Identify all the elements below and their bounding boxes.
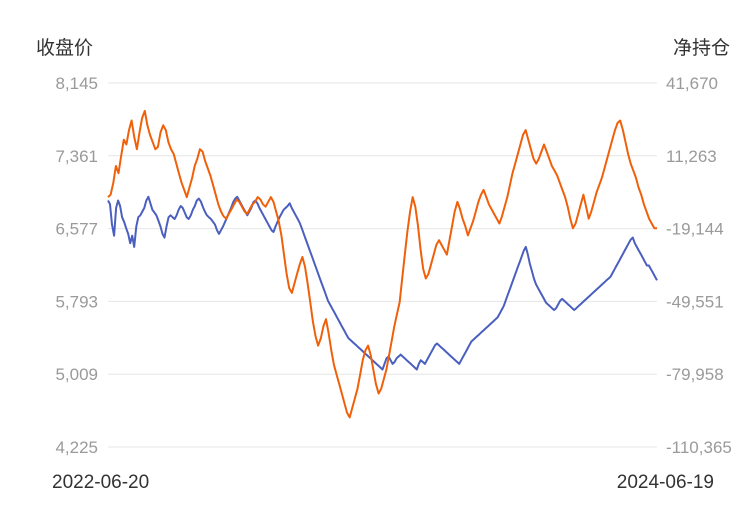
left-tick-label: 4,225: [55, 438, 98, 457]
left-tick-label: 5,009: [55, 365, 98, 384]
right-tick-label: -49,551: [666, 292, 724, 311]
left-tick-label: 5,793: [55, 292, 98, 311]
series-line-net-position: [107, 109, 657, 419]
right-axis-title: 净持仓: [673, 37, 730, 59]
left-tick-label: 8,145: [55, 74, 98, 93]
right-tick-label: -110,365: [666, 438, 732, 457]
left-tick-label: 7,361: [55, 147, 98, 166]
x-end-date: 2024-06-19: [617, 472, 714, 493]
series-line-close-price: [107, 195, 658, 371]
right-tick-label: -79,958: [666, 365, 724, 384]
right-tick-label: 41,670: [666, 74, 718, 93]
right-tick-label: 11,263: [666, 147, 717, 166]
right-tick-label: -19,144: [666, 220, 724, 239]
x-start-date: 2022-06-20: [52, 472, 149, 493]
left-axis-title: 收盘价: [36, 37, 93, 59]
left-tick-label: 6,577: [55, 220, 98, 239]
